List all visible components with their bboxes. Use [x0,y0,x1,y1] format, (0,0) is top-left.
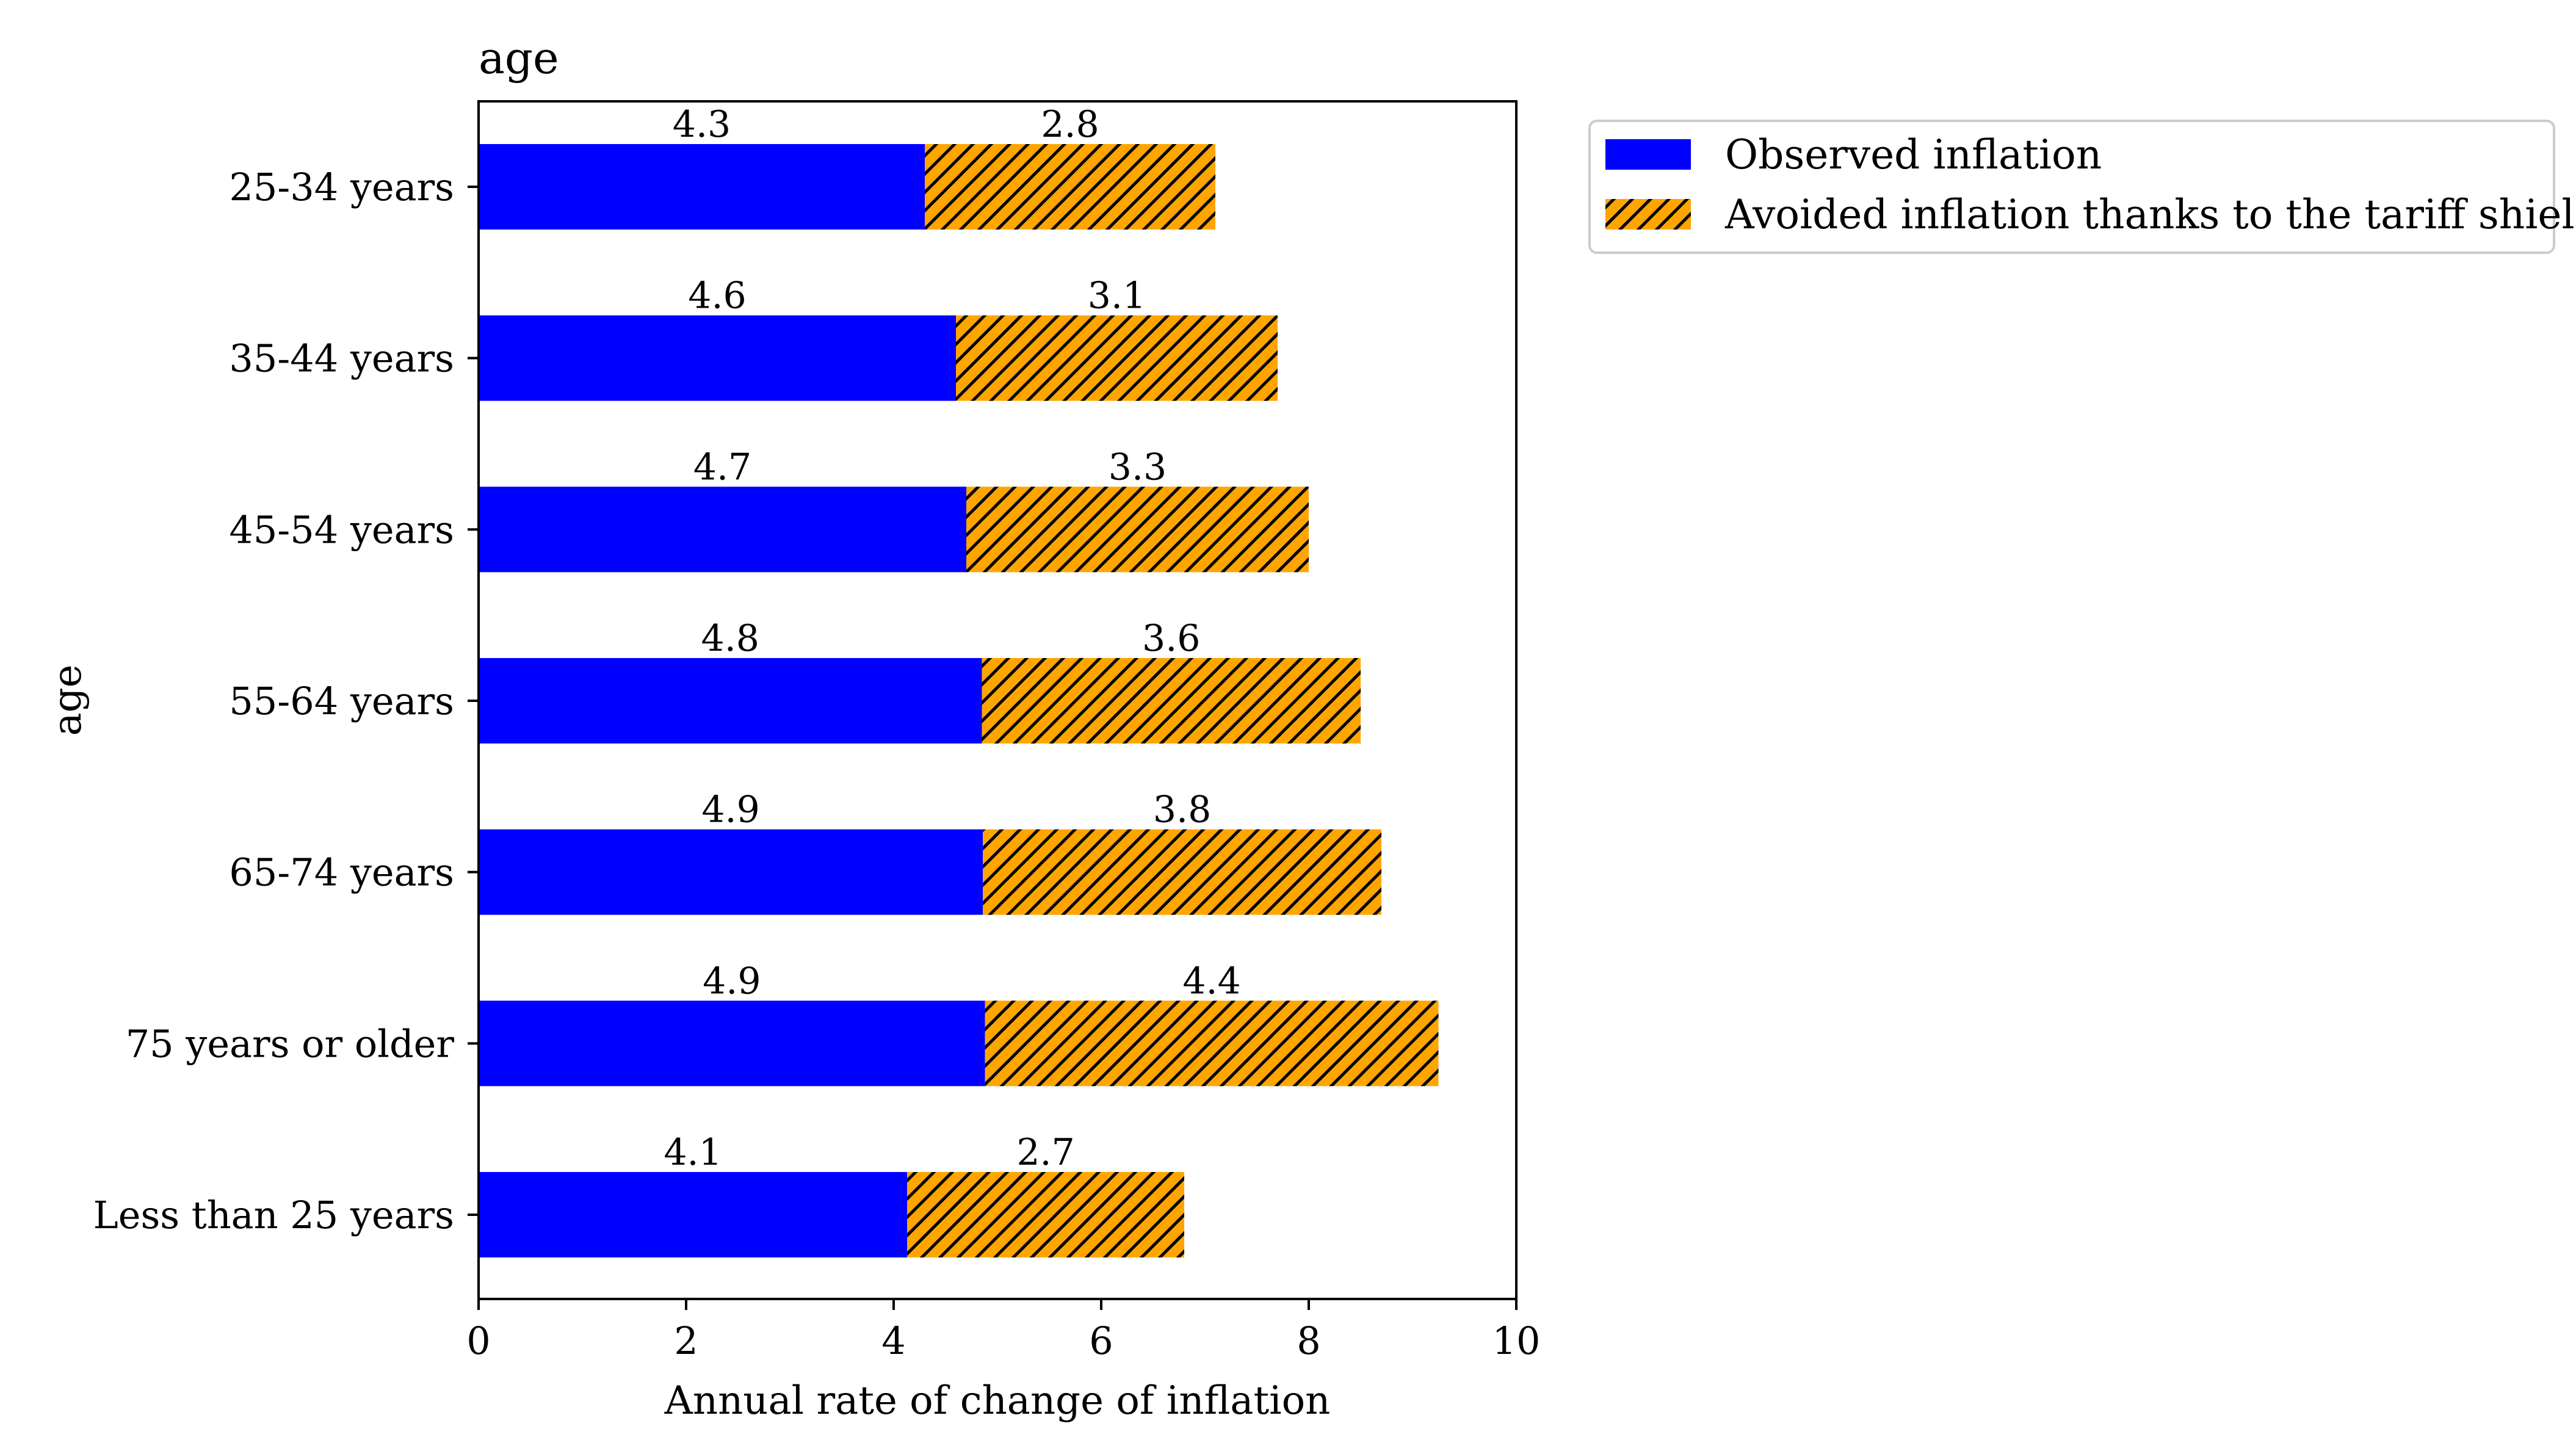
data-label-avoided-4: 3.8 [1153,789,1211,831]
data-label-observed-6: 4.1 [664,1131,722,1174]
legend-label-avoided: Avoided inflation thanks to the tariff s… [1724,191,2576,238]
bar-observed-3 [479,658,982,743]
data-label-observed-0: 4.3 [673,103,731,146]
bar-avoided-3 [982,658,1361,743]
legend-box [1588,120,2555,254]
x-tick-label-3: 6 [1089,1319,1113,1363]
data-label-avoided-5: 4.4 [1182,960,1240,1002]
y-tick-label-0: 25-34 years [229,165,454,209]
x-tick-label-4: 8 [1297,1319,1320,1363]
bar-observed-0 [479,144,925,230]
bar-avoided-6 [907,1172,1184,1257]
y-tick-label-6: Less than 25 years [93,1193,454,1237]
data-label-avoided-2: 3.3 [1109,446,1167,488]
bar-observed-6 [479,1172,908,1257]
chart-title: age [479,32,559,84]
x-tick-label-2: 4 [881,1319,905,1363]
data-label-avoided-0: 2.8 [1041,103,1099,146]
x-tick-label-0: 0 [466,1319,490,1363]
x-tick-label-5: 10 [1492,1319,1541,1363]
data-label-observed-5: 4.9 [703,960,761,1002]
data-label-avoided-3: 3.6 [1142,617,1200,660]
data-label-observed-2: 4.7 [693,446,751,488]
bar-avoided-0 [925,144,1215,230]
y-tick-label-3: 55-64 years [229,679,454,723]
bar-observed-1 [479,315,956,401]
legend-swatch-observed [1605,139,1691,170]
bar-avoided-1 [956,315,1278,401]
x-tick-label-1: 2 [674,1319,698,1363]
legend: Observed inflation Avoided inflation tha… [1588,120,2576,254]
y-axis-title: age [45,665,90,736]
legend-swatch-avoided [1605,199,1691,230]
legend-label-observed: Observed inflation [1725,131,2102,178]
x-axis: 0 2 4 6 8 10 [466,1299,1540,1363]
y-tick-label-4: 65-74 years [229,850,454,895]
y-tick-label-1: 35-44 years [229,336,454,381]
data-label-avoided-6: 2.7 [1016,1131,1074,1174]
data-label-avoided-1: 3.1 [1088,275,1146,317]
y-axis: 25-34 years 35-44 years 45-54 years 55-64 y… [93,165,479,1237]
data-label-observed-1: 4.6 [688,275,746,317]
y-tick-label-5: 75 years or older [126,1021,455,1066]
bar-avoided-5 [985,1000,1439,1087]
bar-avoided-2 [966,487,1309,573]
plot-area: 4.3 2.8 4.6 3.1 4.7 3.3 4.8 3.6 4.9 3.8 4.9 4.4 4.1 2… [479,103,1439,1257]
bar-observed-4 [479,829,983,915]
x-axis-title: Annual rate of change of inflation [664,1378,1331,1424]
data-label-observed-4: 4.9 [701,789,759,831]
bar-observed-5 [479,1000,985,1087]
bar-avoided-4 [983,829,1381,915]
bar-observed-2 [479,487,966,573]
data-label-observed-3: 4.8 [701,617,759,660]
y-tick-label-2: 45-54 years [229,507,454,552]
